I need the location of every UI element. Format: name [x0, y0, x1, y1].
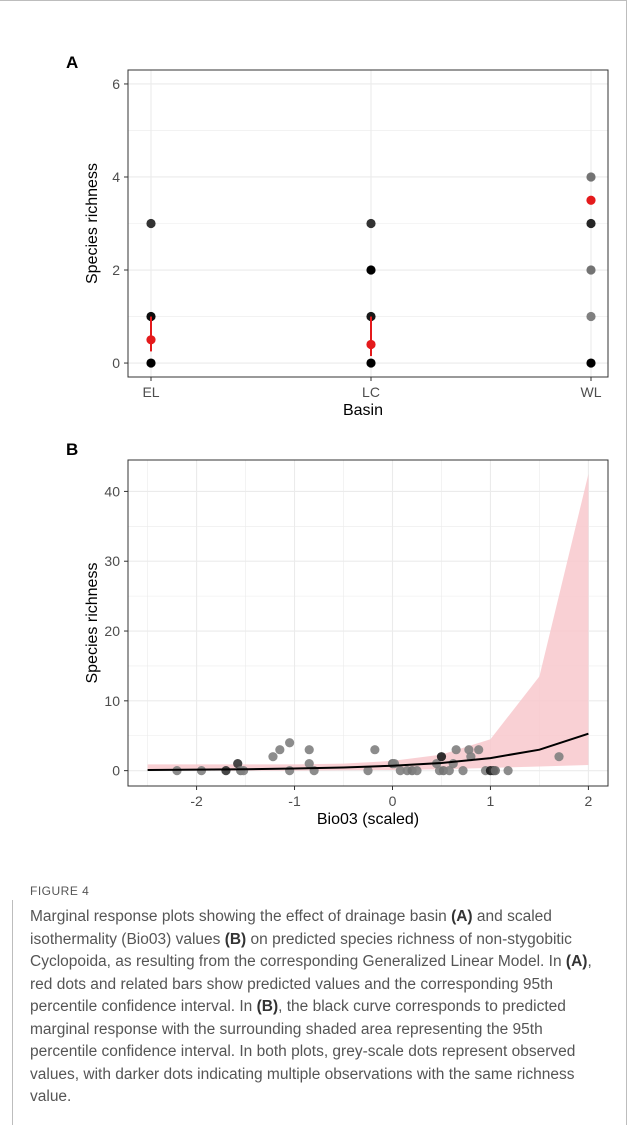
y-tick-label: 20 [104, 623, 120, 639]
figure-frame [0, 0, 627, 1125]
observed-point [366, 358, 376, 368]
y-tick-label: 4 [112, 169, 120, 185]
caption-segment: , red dots and related bars show predict… [30, 953, 592, 1015]
observed-point [554, 752, 564, 762]
observed-point [464, 745, 474, 755]
x-tick-label: EL [142, 384, 159, 400]
observed-point [458, 766, 468, 776]
x-tick-label: 2 [585, 793, 593, 809]
caption-panel-ref: (B) [224, 930, 247, 948]
observed-point [304, 745, 314, 755]
y-tick-label: 10 [104, 693, 120, 709]
observed-point [370, 745, 380, 755]
observed-point [366, 218, 376, 229]
predicted-point [366, 339, 376, 350]
observed-point [436, 752, 447, 762]
observed-point [285, 766, 295, 776]
caption-panel-ref: (A) [451, 908, 473, 925]
observed-point [586, 172, 596, 182]
x-tick-label: -2 [190, 793, 203, 809]
figure-caption: FIGURE 4 Marginal response plots showing… [30, 884, 600, 1109]
observed-point [268, 752, 278, 762]
observed-point [586, 358, 596, 368]
observed-point [238, 766, 249, 776]
x-tick-label: -1 [288, 793, 301, 809]
x-tick-label: 1 [487, 793, 495, 809]
observed-point [503, 766, 513, 776]
observed-point [389, 759, 400, 769]
caption-segment: and scaled isothermality (Bio03) values [30, 908, 552, 948]
caption-text: Marginal response plots showing the effe… [30, 906, 600, 1109]
observed-point [586, 265, 596, 275]
figure-label: FIGURE 4 [30, 884, 90, 898]
y-tick-label: 0 [112, 355, 120, 371]
panel-a-chart: 0 2 4 6 EL LC WL Basin Species richness [84, 69, 609, 419]
observed-point [395, 766, 405, 776]
y-tick-label: 2 [112, 262, 120, 278]
observed-point [366, 265, 376, 275]
observed-point [304, 759, 314, 769]
y-tick-label: 0 [112, 763, 120, 779]
caption-segment: Marginal response plots showing the effe… [30, 908, 452, 925]
observed-point [412, 766, 422, 776]
observed-point [448, 759, 458, 769]
predicted-curve [147, 732, 589, 771]
panel-a-label: A [66, 53, 78, 72]
observed-point [444, 766, 454, 776]
caption-segment: on predicted species richness of non-sty… [30, 930, 572, 971]
observed-point [451, 745, 461, 755]
x-tick-label: WL [581, 384, 602, 400]
observed-point [233, 759, 243, 769]
observed-point [221, 766, 231, 776]
panel-border [127, 459, 609, 787]
observed-point [490, 766, 500, 776]
panel-b-label: B [66, 440, 78, 459]
caption-segment: , the black curve corresponds to predict… [30, 998, 576, 1105]
y-axis-title: Species richness [84, 163, 101, 284]
y-tick-label: 6 [112, 76, 120, 92]
observed-point [146, 358, 156, 368]
x-tick-label: LC [362, 384, 380, 400]
caption-panel-ref: (B) [256, 998, 279, 1015]
y-axis-title: Species richness [84, 563, 101, 684]
x-axis-title: Bio03 (scaled) [317, 811, 419, 828]
observed-point [363, 766, 373, 776]
y-tick-label: 40 [104, 483, 120, 499]
y-tick-label: 30 [104, 553, 120, 569]
observed-point [275, 745, 285, 755]
x-axis-title: Basin [343, 402, 383, 419]
observed-point [586, 311, 596, 322]
observed-point [586, 218, 596, 229]
predicted-point [586, 195, 596, 205]
observed-point [196, 766, 207, 776]
confidence-band [147, 473, 589, 771]
observed-point [146, 218, 156, 229]
caption-rule [12, 900, 13, 1125]
predicted-point [146, 335, 156, 345]
panel-b-chart: 0 10 20 30 40 -2 -1 0 1 2 Bio03 (scaled) Species ri… [84, 459, 609, 828]
x-tick-label: 0 [389, 793, 397, 809]
observed-point [285, 738, 295, 748]
observed-point [474, 745, 484, 755]
caption-panel-ref: (A) [565, 953, 588, 970]
panel-border [127, 69, 609, 378]
